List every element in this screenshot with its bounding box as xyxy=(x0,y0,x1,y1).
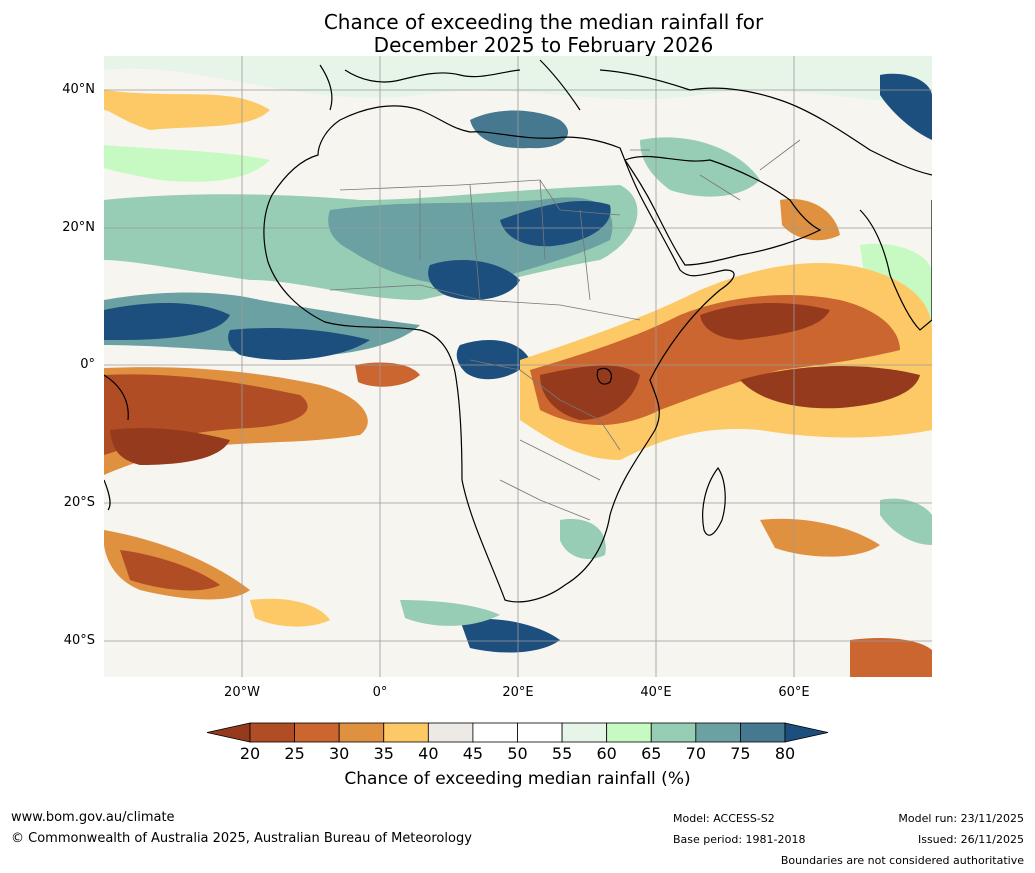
border-sahel xyxy=(329,284,641,321)
northern-coastlines xyxy=(319,59,932,176)
footer-base-period: Base period: 1981-2018 xyxy=(673,833,806,846)
lon-label-60E: 60°E xyxy=(778,685,810,700)
border-central-south xyxy=(469,359,621,521)
shade-southern-ocean-blue xyxy=(460,618,560,653)
shade-arabian-orange xyxy=(780,199,840,241)
shade-arabian-sea-darkbrown xyxy=(700,303,830,340)
lon-label-20E: 20°E xyxy=(502,685,534,700)
shade-mediterranean xyxy=(470,110,569,149)
shade-southern-ocean-green xyxy=(400,600,500,626)
lat-label-40S: 40°S xyxy=(63,633,95,648)
shade-sahel-blue xyxy=(428,260,520,300)
shade-equatorial-blue-east xyxy=(228,328,370,360)
footer-model: Model: ACCESS-S2 xyxy=(673,812,775,825)
footer-website: www.bom.gov.au/climate xyxy=(11,810,175,825)
colorbar-tick-label: 25 xyxy=(284,744,305,763)
colorbar-tick-label: 45 xyxy=(462,744,484,763)
country-borders xyxy=(329,139,801,521)
lat-label-0: 0° xyxy=(80,357,95,372)
colorbar-tick-label: 20 xyxy=(239,744,261,763)
footer-model-run: Model run: 23/11/2025 xyxy=(898,812,1024,825)
shade-satlantic-darkbrown xyxy=(110,428,230,465)
shade-south-atlantic-yellow xyxy=(250,598,330,627)
shade-indian-ocean-darkbrown xyxy=(740,365,920,409)
rainfall-probability-shading xyxy=(104,56,932,677)
madagascar-coastline xyxy=(702,466,726,536)
colorbar-tick-label: 35 xyxy=(373,744,394,763)
shade-atlantic-north-orange xyxy=(104,90,270,130)
colorbar-tick-label: 80 xyxy=(774,744,796,763)
colorbar-tick-label: 65 xyxy=(641,744,662,763)
shade-atlantic-green xyxy=(104,145,270,182)
graticule xyxy=(104,56,932,677)
lon-label-0: 0° xyxy=(372,685,388,700)
shade-south-indian-brown xyxy=(850,638,932,677)
colorbar-tick-label: 60 xyxy=(596,744,617,763)
border-sahara-verticals xyxy=(419,179,591,301)
colorbar-tick-label: 50 xyxy=(507,744,528,763)
footer-copyright: © Commonwealth of Australia 2025, Austra… xyxy=(11,831,472,846)
colorbar-tick-label: 40 xyxy=(418,744,439,763)
shade-southern-africa-green xyxy=(560,519,606,560)
shade-far-east-green xyxy=(880,498,932,545)
colorbar-label: Chance of exceeding median rainfall (%) xyxy=(344,769,691,789)
africa-coastline xyxy=(263,105,735,603)
south-america-coast xyxy=(104,374,129,511)
colorbar-tick-label: 30 xyxy=(328,744,350,763)
lat-label-40N: 40°N xyxy=(62,82,95,97)
footer-disclaimer: Boundaries are not considered authoritat… xyxy=(780,854,1024,867)
shade-gulf-guinea-orange xyxy=(355,362,420,387)
lon-label-20W: 20°W xyxy=(224,685,260,700)
coastlines xyxy=(104,59,932,603)
colorbar-tick-label: 70 xyxy=(685,744,706,763)
lat-label-20S: 20°S xyxy=(63,495,95,510)
border-middle-east xyxy=(630,139,801,201)
shade-east-africa-darkbrown xyxy=(540,365,640,420)
footer-issued: Issued: 26/11/2025 xyxy=(917,833,1024,846)
shade-equatorial-blue-west xyxy=(104,303,230,340)
lat-label-20N: 20°N xyxy=(62,220,95,235)
shade-south-atlantic-brown xyxy=(120,550,220,591)
shade-south-indian-orange xyxy=(760,518,880,557)
lon-label-40E: 40°E xyxy=(640,685,672,700)
arabia-coastline xyxy=(624,155,822,266)
lake-victoria xyxy=(596,367,612,385)
india-coastline xyxy=(859,200,932,331)
colorbar-tick-label: 55 xyxy=(551,744,573,763)
colorbar-tick-label: 75 xyxy=(730,744,751,763)
map-title-line1: Chance of exceeding the median rainfall … xyxy=(323,10,764,34)
shade-congo-blue xyxy=(456,340,530,380)
shade-arabia-green xyxy=(640,137,760,197)
map-title-line2: December 2025 to February 2026 xyxy=(373,33,714,57)
